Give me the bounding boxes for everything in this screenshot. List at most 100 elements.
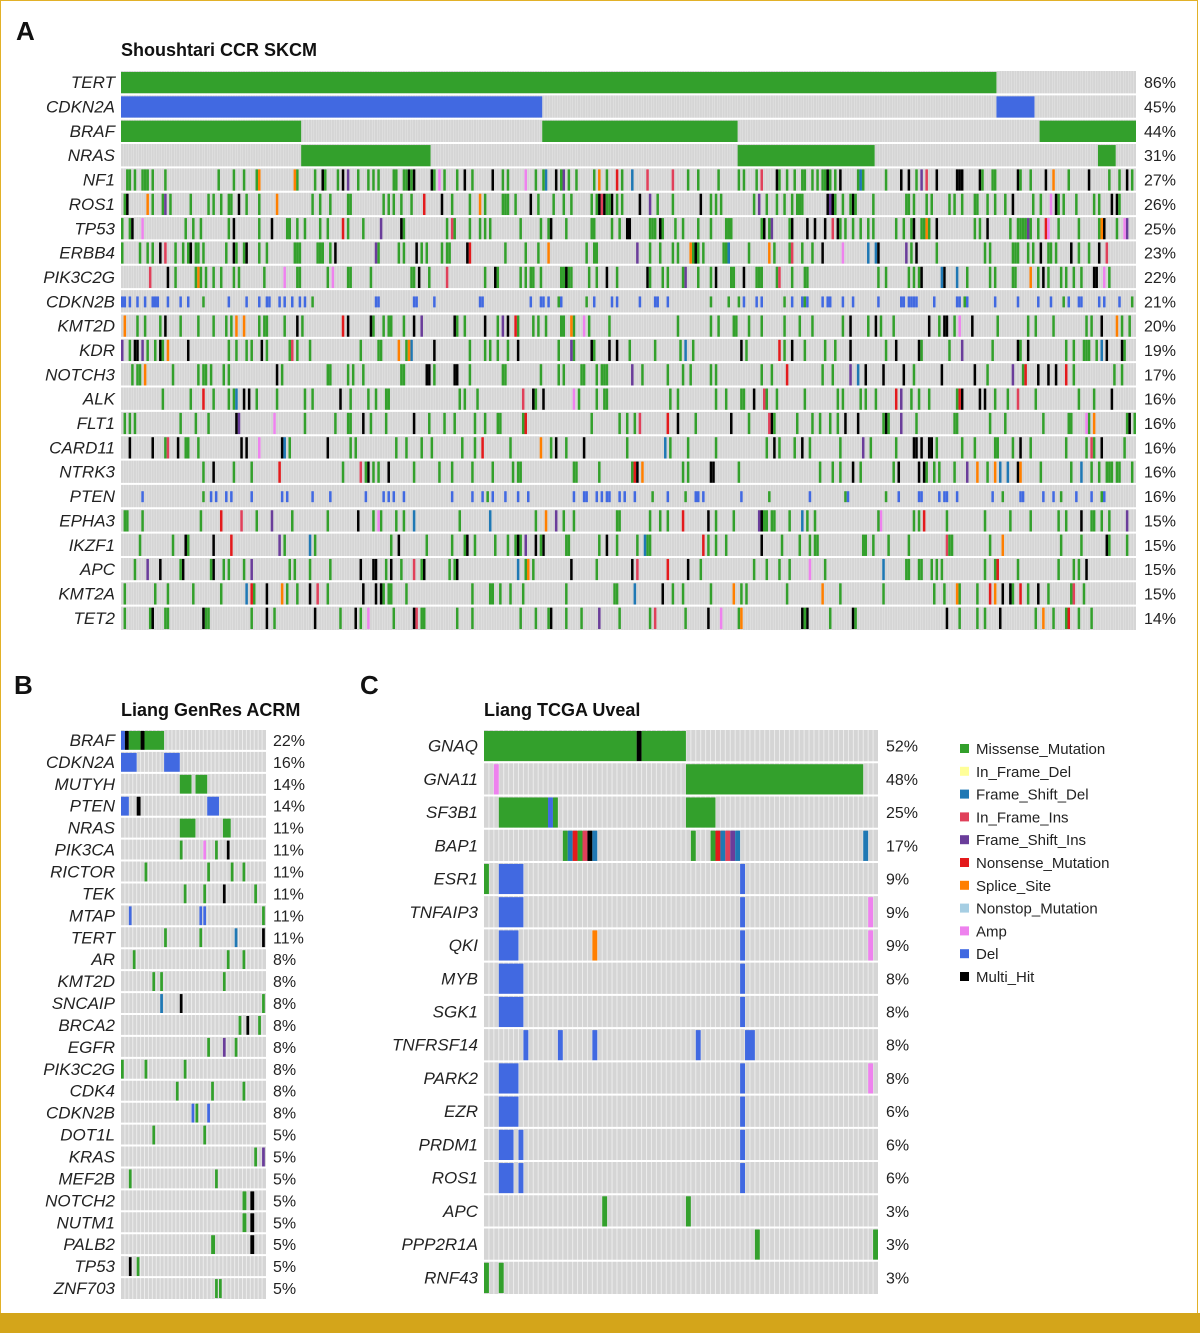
alteration-cell <box>354 437 357 459</box>
alteration-cell <box>445 218 449 240</box>
alteration-cell <box>1103 296 1106 308</box>
alteration-cell <box>757 266 761 289</box>
alteration-cell <box>430 169 434 191</box>
alteration-cell <box>524 412 527 435</box>
alteration-cell <box>379 218 383 240</box>
alteration-cell <box>978 218 982 240</box>
alteration-cell <box>242 242 246 264</box>
alteration-cell <box>499 412 502 435</box>
alteration-cell <box>567 266 571 289</box>
gene-label: SGK1 <box>433 1003 478 1022</box>
alteration-cell <box>438 169 441 191</box>
percent-label: 8% <box>886 1038 909 1055</box>
alteration-cell <box>181 558 185 581</box>
alteration-cell <box>755 266 758 289</box>
alteration-cell <box>491 491 495 503</box>
alteration-cell <box>313 169 317 191</box>
alteration-cell <box>803 266 807 289</box>
alteration-cell <box>204 364 208 386</box>
alteration-cell <box>625 218 629 240</box>
legend-swatch <box>960 835 969 845</box>
alteration-cell <box>839 169 842 191</box>
alteration-cell <box>326 437 330 459</box>
alteration-cell <box>958 388 961 410</box>
percent-label: 17% <box>886 838 918 855</box>
alteration-cell <box>905 558 908 581</box>
alteration-cell <box>1037 364 1040 386</box>
alteration-cell <box>1049 296 1053 308</box>
alteration-cell <box>1004 193 1007 216</box>
alteration-cell <box>933 461 936 483</box>
alteration-cell <box>263 315 266 337</box>
alteration-cell <box>1075 193 1078 216</box>
alteration-cell <box>211 1081 214 1101</box>
alteration-cell <box>1097 218 1101 240</box>
percent-label: 11% <box>273 865 304 882</box>
alteration-cell <box>770 218 774 240</box>
alteration-cell <box>133 412 137 435</box>
alteration-cell <box>1092 510 1096 532</box>
alteration-cell <box>258 193 261 216</box>
alteration-cell <box>666 412 670 435</box>
legend-label: Nonsense_Mutation <box>976 855 1109 872</box>
alteration-cell <box>1070 242 1073 264</box>
alteration-cell <box>925 218 928 240</box>
alteration-cell <box>816 534 819 556</box>
alteration-cell <box>235 412 238 435</box>
alteration-cell <box>695 1030 701 1061</box>
gene-label: CDKN2A <box>46 98 115 117</box>
alteration-cell <box>405 339 408 362</box>
alteration-cell <box>1110 461 1114 483</box>
percent-label: 16% <box>1144 392 1176 409</box>
alteration-cell <box>1103 491 1106 503</box>
alteration-cell <box>1123 437 1126 459</box>
alteration-cell <box>405 437 408 459</box>
alteration-cell <box>679 339 682 362</box>
alteration-cell <box>453 315 456 337</box>
alteration-cell <box>867 242 870 264</box>
alteration-cell <box>275 388 279 410</box>
alteration-cell <box>998 461 1002 483</box>
alteration-cell <box>697 242 700 264</box>
alteration-cell <box>953 193 956 216</box>
alteration-cell <box>816 169 819 191</box>
alteration-cell <box>735 830 741 861</box>
alteration-cell <box>1105 242 1109 264</box>
alteration-cell <box>803 339 807 362</box>
alteration-cell <box>148 607 152 629</box>
percent-label: 21% <box>1144 294 1176 311</box>
panel-a-percent-labels: 86%45%44%31%27%26%25%23%22%21%20%19%17%1… <box>1144 75 1176 628</box>
alteration-cell <box>171 364 175 386</box>
alteration-cell <box>762 218 766 240</box>
alteration-cell <box>504 242 507 264</box>
alteration-cell <box>587 830 593 861</box>
alteration-cell <box>993 388 997 410</box>
alteration-cell <box>681 510 685 532</box>
alteration-cell <box>498 1096 519 1127</box>
alteration-cell <box>1087 412 1091 435</box>
legend-label: Missense_Mutation <box>976 741 1105 758</box>
alteration-cell <box>1042 266 1045 289</box>
alteration-cell <box>849 339 852 362</box>
alteration-cell <box>709 296 713 308</box>
alteration-cell <box>938 491 941 503</box>
alteration-cell <box>598 169 601 191</box>
alteration-cell <box>1011 242 1015 264</box>
alteration-cell <box>669 388 672 410</box>
alteration-cell <box>948 193 951 216</box>
alteration-cell <box>884 491 888 503</box>
alteration-cell <box>1037 296 1040 308</box>
alteration-cell <box>752 193 756 216</box>
gene-label: NRAS <box>68 146 116 165</box>
alteration-cell <box>164 437 167 459</box>
alteration-cell <box>580 364 583 386</box>
percent-label: 8% <box>886 1071 909 1088</box>
alteration-cell <box>278 461 281 483</box>
alteration-cell <box>864 534 868 556</box>
alteration-cell <box>943 491 946 503</box>
gene-label: TERT <box>71 928 117 947</box>
alteration-cell <box>428 412 431 435</box>
alteration-cell <box>608 193 611 216</box>
alteration-cell <box>648 242 652 264</box>
gene-label: CDKN2B <box>46 292 115 311</box>
